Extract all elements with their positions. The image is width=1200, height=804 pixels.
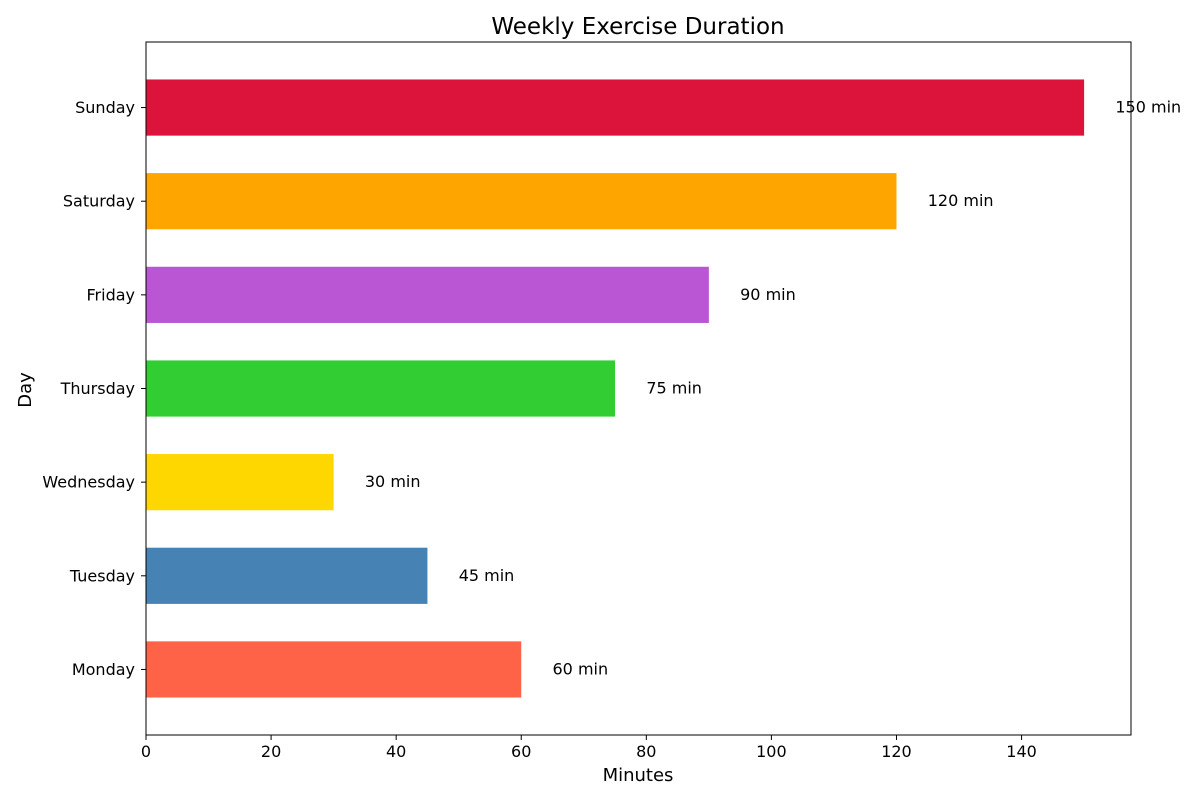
bar-tuesday — [146, 547, 428, 604]
y-tick-label-saturday: Saturday — [63, 192, 135, 211]
x-tick-label: 80 — [636, 742, 656, 761]
value-label-group: 60 min 45 min 30 min 75 min 90 min 120 min 150… — [365, 98, 1181, 679]
x-tick-label: 100 — [756, 742, 787, 761]
y-axis-label: Day — [15, 372, 36, 408]
x-axis-label: Minutes — [603, 765, 674, 786]
bar-friday — [146, 266, 709, 323]
x-tick-label: 120 — [881, 742, 912, 761]
chart-title: Weekly Exercise Duration — [491, 14, 784, 40]
bar-thursday — [146, 360, 616, 417]
y-axis: Monday Tuesday Wednesday Thursday Friday Satu… — [42, 98, 146, 679]
value-label-sunday: 150 min — [1115, 98, 1181, 117]
bar-saturday — [146, 173, 897, 230]
bar-monday — [146, 641, 522, 698]
bar-sunday — [146, 79, 1085, 136]
y-tick-label-thursday: Thursday — [60, 379, 135, 398]
x-tick-label: 140 — [1006, 742, 1037, 761]
x-tick-label: 20 — [261, 742, 281, 761]
value-label-friday: 90 min — [740, 285, 796, 304]
y-tick-label-wednesday: Wednesday — [42, 473, 135, 492]
value-label-wednesday: 30 min — [365, 472, 421, 491]
value-label-thursday: 75 min — [646, 379, 702, 398]
bar-wednesday — [146, 454, 334, 511]
value-label-saturday: 120 min — [928, 191, 994, 210]
value-label-tuesday: 45 min — [459, 566, 515, 585]
x-tick-label: 40 — [386, 742, 406, 761]
x-tick-label: 60 — [511, 742, 531, 761]
bar-group — [146, 79, 1085, 698]
value-label-monday: 60 min — [553, 659, 609, 678]
x-axis: 0 20 40 60 80 100 120 140 — [141, 735, 1037, 761]
x-tick-label: 0 — [141, 742, 151, 761]
y-tick-label-monday: Monday — [72, 660, 135, 679]
y-tick-label-tuesday: Tuesday — [69, 566, 135, 585]
y-tick-label-friday: Friday — [87, 285, 136, 304]
y-tick-label-sunday: Sunday — [75, 98, 135, 117]
plot-frame — [145, 41, 1132, 736]
